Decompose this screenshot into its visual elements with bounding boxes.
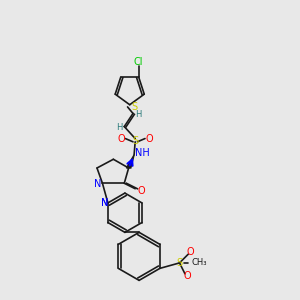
Polygon shape <box>126 155 134 168</box>
Text: O: O <box>187 247 194 257</box>
Text: O: O <box>183 271 191 281</box>
Text: H: H <box>135 110 142 119</box>
Text: S: S <box>131 102 137 112</box>
Text: N: N <box>94 179 102 189</box>
Text: H: H <box>116 123 122 132</box>
Text: O: O <box>146 134 153 143</box>
Text: N: N <box>101 198 108 208</box>
Text: S: S <box>132 136 138 146</box>
Text: O: O <box>138 186 146 196</box>
Text: CH₃: CH₃ <box>191 258 207 267</box>
Text: N: N <box>101 198 108 208</box>
Text: O: O <box>117 134 125 143</box>
Text: S: S <box>176 258 183 268</box>
Text: Cl: Cl <box>134 57 143 67</box>
Text: NH: NH <box>135 148 150 158</box>
